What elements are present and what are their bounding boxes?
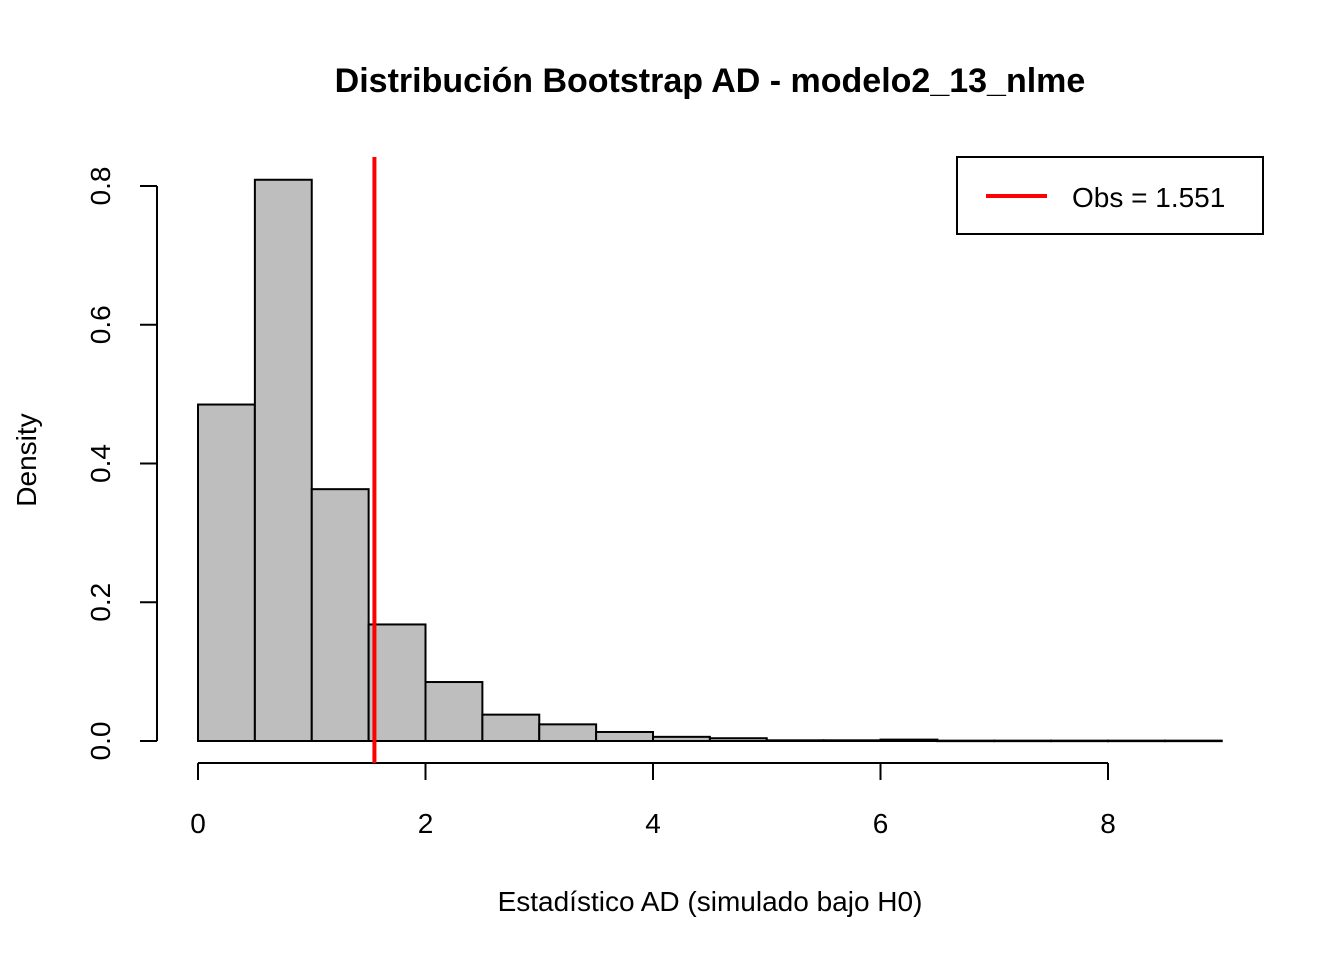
y-tick-label: 0.2	[85, 583, 116, 622]
y-tick-label: 0.6	[85, 305, 116, 344]
histogram-bar	[708, 737, 768, 742]
y-tick-label: 0.8	[85, 167, 116, 206]
x-tick-label: 6	[873, 808, 889, 839]
histogram-bar	[765, 739, 825, 743]
x-tick-label: 2	[418, 808, 434, 839]
histogram-bar	[595, 730, 654, 743]
histogram-bar	[879, 738, 939, 742]
legend: Obs = 1.551	[956, 156, 1264, 235]
histogram-bar	[538, 723, 598, 742]
histogram-bar	[367, 623, 427, 743]
x-axis-label: Estadístico AD (simulado bajo H0)	[498, 886, 923, 917]
x-tick-label: 0	[190, 808, 206, 839]
x-tick-label: 8	[1100, 808, 1116, 839]
legend-label: Obs = 1.551	[1072, 182, 1225, 213]
histogram-bar	[1050, 739, 1109, 743]
histogram-bar	[1163, 739, 1223, 743]
chart-title: Distribución Bootstrap AD - modelo2_13_n…	[335, 62, 1086, 100]
histogram-bars	[197, 178, 1223, 743]
histogram-bar	[822, 739, 882, 743]
histogram-bar	[197, 403, 256, 742]
histogram-bar	[310, 488, 370, 743]
histogram-bar	[424, 681, 484, 742]
histogram-bar	[253, 178, 313, 743]
histogram-bar	[993, 739, 1053, 743]
x-tick-label: 4	[645, 808, 661, 839]
x-axis: 0 2 4 6 8	[190, 762, 1116, 839]
y-axis-label: Density	[11, 413, 42, 506]
y-tick-label: 0.0	[85, 722, 116, 761]
histogram-bar	[936, 739, 996, 743]
y-axis: 0.0 0.2 0.4 0.6 0.8	[85, 167, 158, 761]
histogram-bar	[481, 713, 541, 743]
histogram-bar	[652, 735, 711, 743]
histogram-bar	[1107, 739, 1166, 743]
y-tick-label: 0.4	[85, 444, 116, 483]
